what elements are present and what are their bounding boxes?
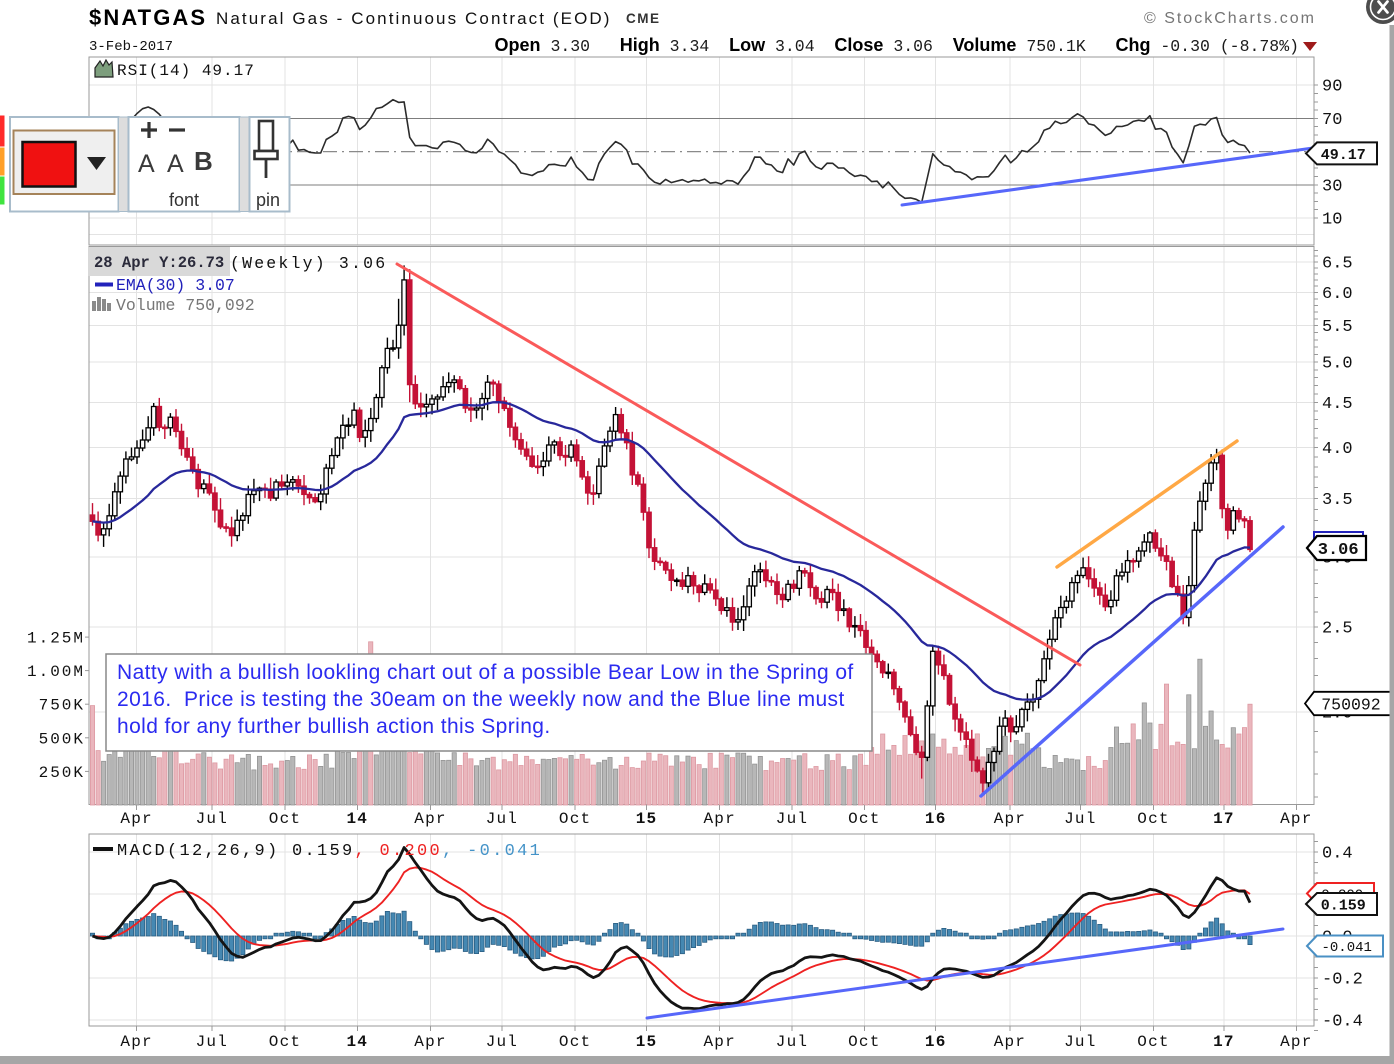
- svg-text:B: B: [194, 146, 213, 176]
- svg-text:Oct: Oct: [559, 810, 591, 828]
- svg-text:15: 15: [636, 810, 658, 828]
- svg-text:© StockCharts.com: © StockCharts.com: [1144, 10, 1316, 27]
- svg-text:-0.2: -0.2: [1322, 971, 1363, 990]
- svg-text:1.00M: 1.00M: [27, 663, 85, 681]
- svg-text:17: 17: [1213, 810, 1235, 828]
- svg-text:14: 14: [346, 1033, 368, 1051]
- svg-text:10: 10: [1322, 211, 1342, 230]
- svg-text:A: A: [167, 150, 184, 178]
- svg-text:Jul: Jul: [486, 1033, 518, 1051]
- svg-text:30: 30: [1322, 177, 1342, 196]
- svg-text:Natty with a bullish lookling: Natty with a bullish lookling chart out …: [117, 661, 854, 684]
- svg-text:Apr: Apr: [1280, 1033, 1312, 1051]
- svg-text:6.0: 6.0: [1322, 285, 1353, 304]
- svg-text:Jul: Jul: [776, 1033, 808, 1051]
- svg-text:0.159: 0.159: [1321, 897, 1366, 914]
- svg-text:500K: 500K: [39, 730, 85, 748]
- svg-text:$NATGAS: $NATGAS: [89, 5, 207, 30]
- svg-text:750092: 750092: [1321, 695, 1380, 714]
- svg-text:RSI(14) 49.17: RSI(14) 49.17: [117, 62, 255, 80]
- svg-text:font: font: [169, 190, 199, 210]
- svg-text:2016. Price is testing the 30: 2016. Price is testing the 30eam on the …: [117, 688, 845, 711]
- svg-text:Jul: Jul: [486, 810, 518, 828]
- svg-text:Oct: Oct: [269, 810, 301, 828]
- svg-text:EMA(30) 3.07: EMA(30) 3.07: [116, 276, 235, 295]
- svg-text:3.06: 3.06: [1318, 541, 1359, 560]
- svg-text:0.4: 0.4: [1322, 845, 1353, 864]
- svg-text:16: 16: [925, 810, 947, 828]
- svg-text:Apr: Apr: [120, 810, 152, 828]
- svg-text:Oct: Oct: [269, 1033, 301, 1051]
- svg-text:Apr: Apr: [1280, 810, 1312, 828]
- svg-text:5.0: 5.0: [1322, 355, 1353, 374]
- svg-text:16: 16: [925, 1033, 947, 1051]
- svg-text:Jul: Jul: [776, 810, 808, 828]
- svg-text:-0.4: -0.4: [1322, 1013, 1363, 1032]
- svg-text:49.17: 49.17: [1321, 147, 1366, 164]
- svg-text:70: 70: [1322, 111, 1342, 130]
- svg-text:28 Apr Y:26.73: 28 Apr Y:26.73: [94, 254, 224, 272]
- svg-text:750K: 750K: [39, 697, 85, 715]
- svg-text:Oct: Oct: [1137, 1033, 1169, 1051]
- svg-text:Apr: Apr: [414, 1033, 446, 1051]
- svg-text:-0.041: -0.041: [1321, 940, 1371, 956]
- svg-text:1.25M: 1.25M: [27, 630, 85, 648]
- svg-text:4.5: 4.5: [1322, 395, 1353, 414]
- svg-text:3-Feb-2017: 3-Feb-2017: [89, 39, 173, 55]
- svg-text:Apr: Apr: [414, 810, 446, 828]
- svg-text:(Weekly) 3.06: (Weekly) 3.06: [230, 254, 387, 273]
- svg-text:Natural Gas - Continuous Contr: Natural Gas - Continuous Contract (EOD): [216, 9, 612, 28]
- svg-text:4.0: 4.0: [1322, 440, 1353, 459]
- svg-text:hold for any further bullish a: hold for any further bullish action this…: [117, 715, 551, 738]
- svg-text:Oct: Oct: [848, 1033, 880, 1051]
- svg-text:Jul: Jul: [196, 1033, 228, 1051]
- svg-text:2.5: 2.5: [1322, 619, 1353, 638]
- svg-text:Oct: Oct: [1137, 810, 1169, 828]
- svg-text:Volume 750,092: Volume 750,092: [116, 296, 255, 315]
- svg-text:Apr: Apr: [703, 810, 735, 828]
- svg-text:Apr: Apr: [994, 810, 1026, 828]
- svg-text:90: 90: [1322, 78, 1342, 97]
- svg-text:Open 3.30 High 3.34 Low 3.0: Open 3.30 High 3.34 Low 3.04 Close 3.06 …: [495, 35, 1299, 56]
- svg-text:Apr: Apr: [703, 1033, 735, 1051]
- svg-text:Jul: Jul: [1064, 810, 1096, 828]
- svg-text:Oct: Oct: [848, 810, 880, 828]
- svg-text:6.5: 6.5: [1322, 254, 1353, 273]
- svg-text:Apr: Apr: [994, 1033, 1026, 1051]
- svg-text:Apr: Apr: [120, 1033, 152, 1051]
- svg-text:CME: CME: [626, 11, 661, 26]
- svg-text:250K: 250K: [39, 764, 85, 782]
- svg-text:MACD(12,26,9) 0.159, 0.200, -0: MACD(12,26,9) 0.159, 0.200, -0.041: [117, 842, 542, 861]
- svg-text:5.5: 5.5: [1322, 318, 1353, 337]
- svg-text:A: A: [138, 150, 155, 178]
- svg-text:14: 14: [346, 810, 368, 828]
- svg-text:17: 17: [1213, 1033, 1235, 1051]
- svg-text:15: 15: [636, 1033, 658, 1051]
- svg-text:Oct: Oct: [559, 1033, 591, 1051]
- svg-text:Jul: Jul: [196, 810, 228, 828]
- svg-text:3.5: 3.5: [1322, 491, 1353, 510]
- svg-text:Jul: Jul: [1064, 1033, 1096, 1051]
- svg-text:pin: pin: [256, 190, 280, 210]
